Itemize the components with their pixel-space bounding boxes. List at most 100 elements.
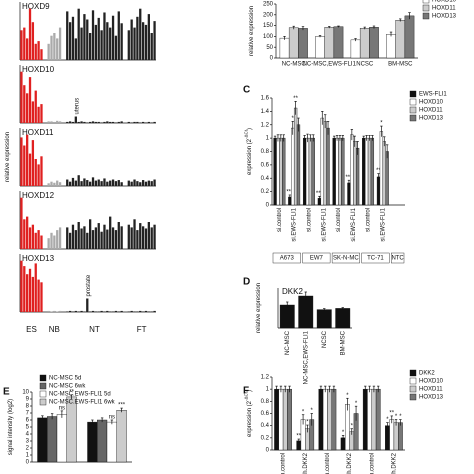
y-tick-label: 0.2 — [261, 435, 270, 441]
bar — [376, 176, 381, 206]
y-axis-label-sup: -ΔCt — [244, 391, 249, 401]
bar — [74, 38, 77, 60]
group-label: A673 — [280, 256, 295, 262]
bar — [362, 388, 368, 451]
legend-label: DKK2 — [419, 371, 435, 377]
bar — [100, 181, 103, 186]
bar — [71, 177, 75, 186]
bar — [26, 93, 29, 123]
bar — [305, 137, 310, 206]
y-axis-label: signal intensity (log2) — [8, 399, 14, 455]
bar — [116, 410, 127, 463]
significance: ** — [293, 96, 298, 102]
bar — [139, 182, 142, 186]
bar — [350, 39, 361, 59]
bar — [91, 177, 95, 186]
bar — [144, 24, 148, 60]
bar — [77, 8, 80, 60]
significance: * — [386, 417, 389, 423]
bar — [97, 419, 108, 463]
bar — [56, 38, 59, 60]
significance: * — [395, 414, 398, 420]
bar — [153, 21, 156, 60]
bar — [100, 30, 103, 60]
bar — [66, 11, 69, 60]
bar — [141, 226, 145, 249]
bar — [335, 308, 351, 329]
group-label: TC-71 — [367, 256, 384, 262]
bar — [320, 117, 324, 206]
panel-title: HOXD12 — [22, 191, 55, 200]
legend-label: HOXD13 — [419, 395, 444, 401]
bar — [127, 311, 130, 312]
bar — [274, 388, 279, 451]
bar — [150, 122, 153, 123]
bar — [315, 36, 325, 59]
bar — [147, 222, 150, 249]
bar — [147, 121, 150, 123]
group-box — [391, 252, 405, 264]
x-tick-label: NCSC — [322, 330, 328, 348]
significance: * — [302, 409, 305, 415]
bar — [287, 388, 292, 451]
x-tick-label: si.EWS-FLI1 — [321, 207, 327, 241]
x-tick-label: si.control — [307, 208, 313, 232]
y-axis-label: relative expression — [256, 283, 262, 333]
bar — [153, 179, 156, 186]
y-tick-label: 0.8 — [261, 399, 270, 405]
bar — [291, 127, 295, 206]
bar — [276, 137, 280, 206]
bar — [74, 180, 77, 186]
group-label: ES — [26, 325, 37, 334]
y-axis-label-text: relative expression — [249, 6, 255, 56]
legend-label: NC-MSC 5d — [49, 376, 81, 382]
bar — [80, 228, 83, 249]
bar — [364, 137, 369, 206]
bar — [50, 311, 53, 312]
bar — [404, 15, 415, 59]
y-axis-label-sup: -ΔCt — [244, 129, 249, 139]
bar — [68, 121, 72, 123]
y-tick-label: 0.4 — [261, 423, 270, 429]
bar — [111, 311, 115, 312]
bar — [91, 10, 95, 60]
panel-letter: C — [243, 85, 250, 96]
bar — [71, 16, 75, 60]
y-tick-label: 150 — [263, 23, 274, 29]
bar — [136, 181, 139, 186]
bar — [153, 121, 156, 123]
bar — [40, 49, 43, 60]
bar — [395, 20, 406, 59]
bar — [109, 121, 112, 123]
bar — [86, 180, 89, 186]
y-tick-label: 0 — [266, 203, 270, 209]
bar — [23, 266, 26, 312]
y-axis-label: relative expression — [5, 132, 11, 182]
bar — [31, 22, 35, 60]
bar — [53, 310, 56, 312]
bar — [324, 27, 335, 59]
bar — [111, 179, 115, 186]
bar — [326, 127, 330, 206]
bar — [86, 232, 89, 249]
bar — [26, 38, 29, 60]
bar — [56, 120, 59, 123]
bar — [83, 311, 86, 312]
annotation: uterus — [74, 98, 80, 115]
bar — [153, 310, 156, 312]
y-tick-label: 10 — [22, 390, 29, 396]
bar — [150, 311, 153, 312]
legend-label: NC-MSC.EWS-FLI1 5d — [49, 392, 111, 398]
bar — [370, 137, 375, 206]
bar — [114, 230, 118, 249]
x-tick-label: BM-MSC — [388, 62, 413, 68]
bar — [302, 137, 307, 206]
y-tick-label: 0 — [266, 448, 270, 454]
group-box — [361, 252, 390, 264]
y-tick-label: 250 — [263, 2, 274, 8]
y-tick-label: 1.4 — [261, 109, 270, 115]
x-tick-label: sh.DKK2 — [347, 452, 353, 474]
bar — [50, 121, 53, 123]
bar — [139, 122, 142, 123]
legend-swatch — [39, 390, 47, 398]
